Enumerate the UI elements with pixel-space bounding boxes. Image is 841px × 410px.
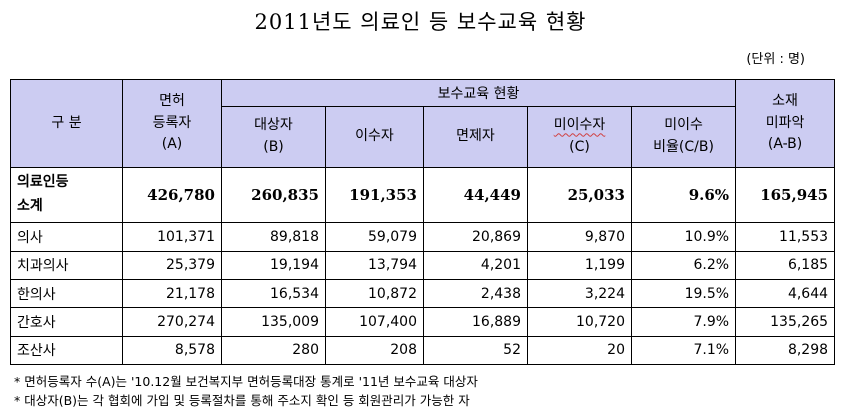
header-incomplete: 미이수자 (C) [527,106,632,168]
cell-exempt: 16,889 [423,307,528,337]
summary-incomplete: 25,033 [527,166,632,224]
table-row: 의사 101,371 89,818 59,079 20,869 9,870 10… [10,222,836,252]
cell-incomplete: 3,224 [527,279,632,309]
cell-incomplete: 1,199 [527,250,632,281]
summary-exempt: 44,449 [423,166,528,224]
unit-label: (단위 : 명) [746,52,805,67]
row-label: 의사 [10,222,123,252]
cell-rate: 19.5% [630,279,737,309]
cell-licensed: 8,578 [122,335,222,366]
cell-completed: 208 [325,335,424,366]
row-label: 간호사 [10,307,123,337]
cell-unknown: 6,185 [735,250,836,281]
training-status-table: 구 분 면허 등록자 (A) 보수교육 현황 소재 미파악 (A-B) 대상자 … [10,78,836,366]
cell-rate: 10.9% [630,222,737,252]
cell-unknown: 8,298 [735,335,836,366]
cell-incomplete: 9,870 [527,222,632,252]
cell-completed: 10,872 [325,279,424,309]
cell-target: 135,009 [221,307,326,337]
header-licensed: 면허 등록자 (A) [122,79,222,168]
cell-licensed: 21,178 [122,279,222,309]
header-completed: 이수자 [325,106,424,168]
page-title: 2011년도 의료인 등 보수교육 현황 [254,10,587,34]
cell-target: 89,818 [221,222,326,252]
cell-rate: 7.9% [630,307,737,337]
cell-completed: 59,079 [325,222,424,252]
header-unknown: 소재 미파악 (A-B) [735,79,836,168]
summary-licensed: 426,780 [122,166,222,224]
footnote-target: * 대상자(B)는 각 협회에 가입 및 등록절차를 통해 주소지 확인 등 회… [14,393,470,408]
cell-exempt: 52 [423,335,528,366]
summary-target: 260,835 [221,166,326,224]
cell-licensed: 101,371 [122,222,222,252]
cell-target: 280 [221,335,326,366]
cell-licensed: 25,379 [122,250,222,281]
cell-licensed: 270,274 [122,307,222,337]
cell-exempt: 4,201 [423,250,528,281]
summary-unknown: 165,945 [735,166,836,224]
cell-completed: 13,794 [325,250,424,281]
row-label: 치과의사 [10,250,123,281]
cell-rate: 7.1% [630,335,737,366]
cell-rate: 6.2% [630,250,737,281]
table-row: 치과의사 25,379 19,194 13,794 4,201 1,199 6.… [10,250,836,281]
table-row: 간호사 270,274 135,009 107,400 16,889 10,72… [10,307,836,337]
header-rate: 미이수 비율(C/B) [630,106,737,168]
summary-rate: 9.6% [630,166,737,224]
cell-target: 16,534 [221,279,326,309]
cell-exempt: 20,869 [423,222,528,252]
cell-target: 19,194 [221,250,326,281]
table-row: 한의사 21,178 16,534 10,872 2,438 3,224 19.… [10,279,836,309]
cell-unknown: 4,644 [735,279,836,309]
summary-label: 의료인등 소계 [10,166,123,224]
footnote-licensed: * 면허등록자 수(A)는 '10.12월 보건복지부 면허등록대장 통계로 '… [14,374,478,389]
cell-unknown: 135,265 [735,307,836,337]
cell-incomplete: 10,720 [527,307,632,337]
cell-completed: 107,400 [325,307,424,337]
cell-exempt: 2,438 [423,279,528,309]
header-training-group: 보수교육 현황 [220,78,737,108]
cell-incomplete: 20 [527,335,632,366]
cell-unknown: 11,553 [735,222,836,252]
summary-row: 의료인등 소계 426,780 260,835 191,353 44,449 2… [10,166,836,224]
table-row: 조산사 8,578 280 208 52 20 7.1% 8,298 [10,335,836,366]
header-category: 구 분 [10,79,123,168]
header-exempt: 면제자 [423,106,528,168]
header-target: 대상자 (B) [221,106,326,168]
row-label: 조산사 [10,335,123,366]
row-label: 한의사 [10,279,123,309]
summary-completed: 191,353 [325,166,424,224]
